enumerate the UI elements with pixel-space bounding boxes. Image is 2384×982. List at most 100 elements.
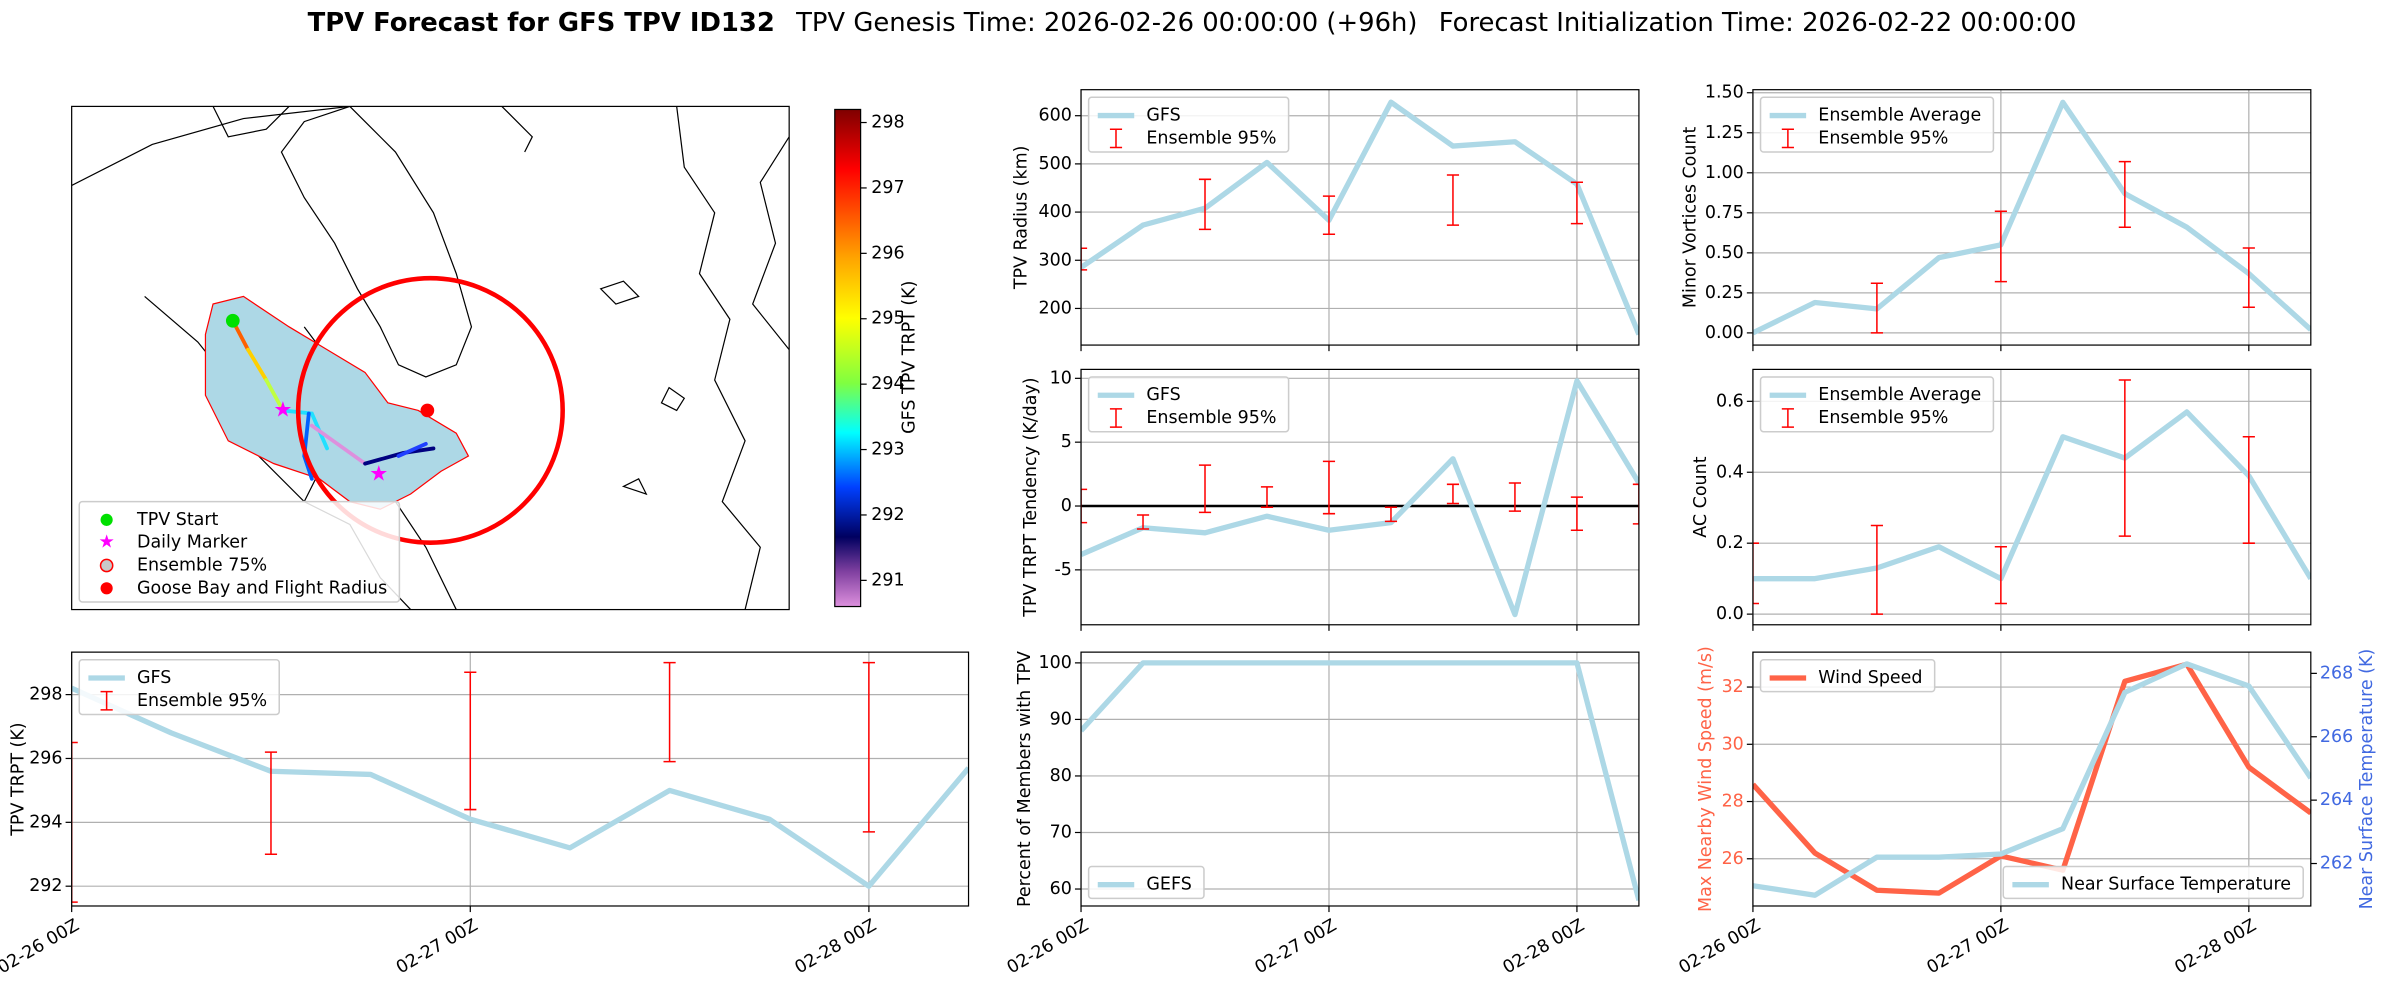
y-tick-label: 0.6: [1716, 391, 1744, 411]
plot-area: [1752, 661, 2311, 898]
track-segment: [281, 408, 329, 451]
y-tick-label: 70: [1050, 822, 1072, 842]
y-tick-label: 0.00: [1705, 323, 1744, 343]
error-bar: [2242, 247, 2255, 309]
coastline: [212, 106, 686, 610]
y-tick-label: 0.0: [1716, 604, 1744, 624]
error-bar: [1081, 488, 1088, 524]
legend: GFS Ensemble 95%: [1087, 376, 1290, 433]
y-tick-label: -5: [1054, 560, 1071, 580]
legend-frame: [1087, 96, 1290, 153]
legend-swatch: [99, 558, 114, 573]
y-tick-label: 1.25: [1705, 123, 1744, 143]
y2-axis-label: Near Surface Temperature (K): [2357, 649, 2377, 910]
track-segment: [309, 423, 367, 466]
y-tick-label: 0: [1061, 496, 1072, 516]
legend: GFS Ensemble 95%: [78, 658, 281, 716]
daily-marker: ★: [273, 397, 292, 422]
axes-frame: [1752, 651, 2312, 907]
error-bar: [264, 751, 278, 856]
x-tick-label: 02-26 00Z: [1676, 916, 1764, 979]
coastline: [676, 106, 790, 610]
colorbar-tick-label: 297: [871, 178, 904, 198]
legend-label: Wind Speed: [1818, 668, 1922, 688]
legend-frame: [78, 500, 401, 603]
legend-frame: [1087, 865, 1205, 900]
y-tick-label: 600: [1039, 106, 1072, 126]
series-line: [1752, 409, 2311, 582]
map-frame: [71, 105, 790, 611]
error-bar: [1870, 524, 1883, 615]
axes-frame: [1080, 368, 1640, 626]
legend-label: Ensemble 95%: [1818, 128, 1948, 148]
error-bar: [1322, 460, 1336, 515]
plot-area: [1752, 99, 2311, 336]
legend-frame: [1087, 376, 1290, 433]
error-bar: [71, 741, 78, 903]
legend-swatch: [1109, 128, 1123, 149]
legend-swatch: [100, 513, 113, 526]
y-tick-label: 0.4: [1716, 462, 1744, 482]
error-bar: [1384, 506, 1398, 523]
plot-area: [71, 661, 969, 903]
y-axis-label: TPV Radius (km): [1012, 146, 1032, 291]
series-line: [1081, 99, 1639, 336]
legend-label: GFS: [1146, 385, 1180, 405]
axes-frame: [1752, 89, 2312, 346]
legend-frame: [1759, 376, 1995, 433]
error-bar: [1752, 542, 1760, 605]
series-line: [1752, 661, 2311, 896]
y2-tick-label: 264: [2320, 790, 2353, 810]
error-bar: [1322, 195, 1336, 236]
error-bar: [1198, 178, 1212, 231]
title-main: TPV Forecast for GFS TPV ID132: [308, 7, 775, 37]
error-bar: [1994, 545, 2007, 605]
y-tick-label: 100: [1039, 653, 1072, 673]
series-line: [1081, 660, 1639, 902]
series-line: [1752, 661, 2311, 898]
plot-area: [1752, 379, 2311, 615]
legend-swatch: ★: [98, 532, 114, 553]
legend-label: GFS: [1146, 106, 1180, 126]
colorbar-tick-label: 298: [871, 113, 904, 133]
y-tick-label: 30: [1722, 734, 1744, 754]
error-bar: [1081, 247, 1088, 271]
axes-frame: [71, 651, 970, 907]
y-tick-label: 200: [1039, 298, 1072, 318]
x-tick-label: 02-27 00Z: [393, 916, 481, 979]
y-tick-label: 80: [1050, 766, 1072, 786]
error-bar: [1570, 496, 1584, 532]
y-axis-label: TPV TRPT (K): [8, 722, 28, 836]
legend-frame: [1759, 96, 1995, 153]
y-axis-label: Percent of Members with TPV: [1015, 651, 1035, 907]
legend-swatch: [1781, 408, 1794, 428]
legend-label: Ensemble 95%: [137, 691, 267, 711]
x-tick-label: 02-28 00Z: [792, 916, 880, 979]
error-bar: [1570, 181, 1584, 225]
y-tick-label: 90: [1050, 709, 1072, 729]
track-segment: [396, 441, 428, 458]
legend: Ensemble Average Ensemble 95%: [1759, 376, 1995, 433]
title-genesis: TPV Genesis Time: 2026-02-26 00:00:00 (+…: [795, 7, 1417, 37]
y-axis-label: AC Count: [1691, 456, 1711, 537]
plot-area: [1081, 99, 1639, 336]
y-tick-label: 300: [1039, 250, 1072, 270]
error-bar: [464, 671, 477, 811]
error-bar: [1446, 174, 1460, 226]
tpv-start: [225, 313, 240, 328]
y-tick-label: 26: [1722, 849, 1744, 869]
y-tick-label: 0.50: [1705, 243, 1744, 263]
colorbar: [834, 108, 862, 608]
error-bar: [663, 661, 676, 763]
x-tick-label: 02-26 00Z: [1004, 916, 1092, 979]
title-init: Forecast Initialization Time: 2026-02-22…: [1439, 7, 2077, 37]
y-tick-label: 0.2: [1716, 533, 1744, 553]
legend-swatch: [1781, 128, 1794, 149]
legend-swatch: [1109, 408, 1123, 428]
colorbar-tick-label: 292: [871, 505, 904, 525]
colorbar-tick-label: 291: [871, 570, 904, 590]
y-tick-label: 296: [29, 748, 62, 768]
x-tick-label: 02-28 00Z: [2172, 916, 2260, 979]
y-tick-label: 60: [1050, 879, 1072, 899]
